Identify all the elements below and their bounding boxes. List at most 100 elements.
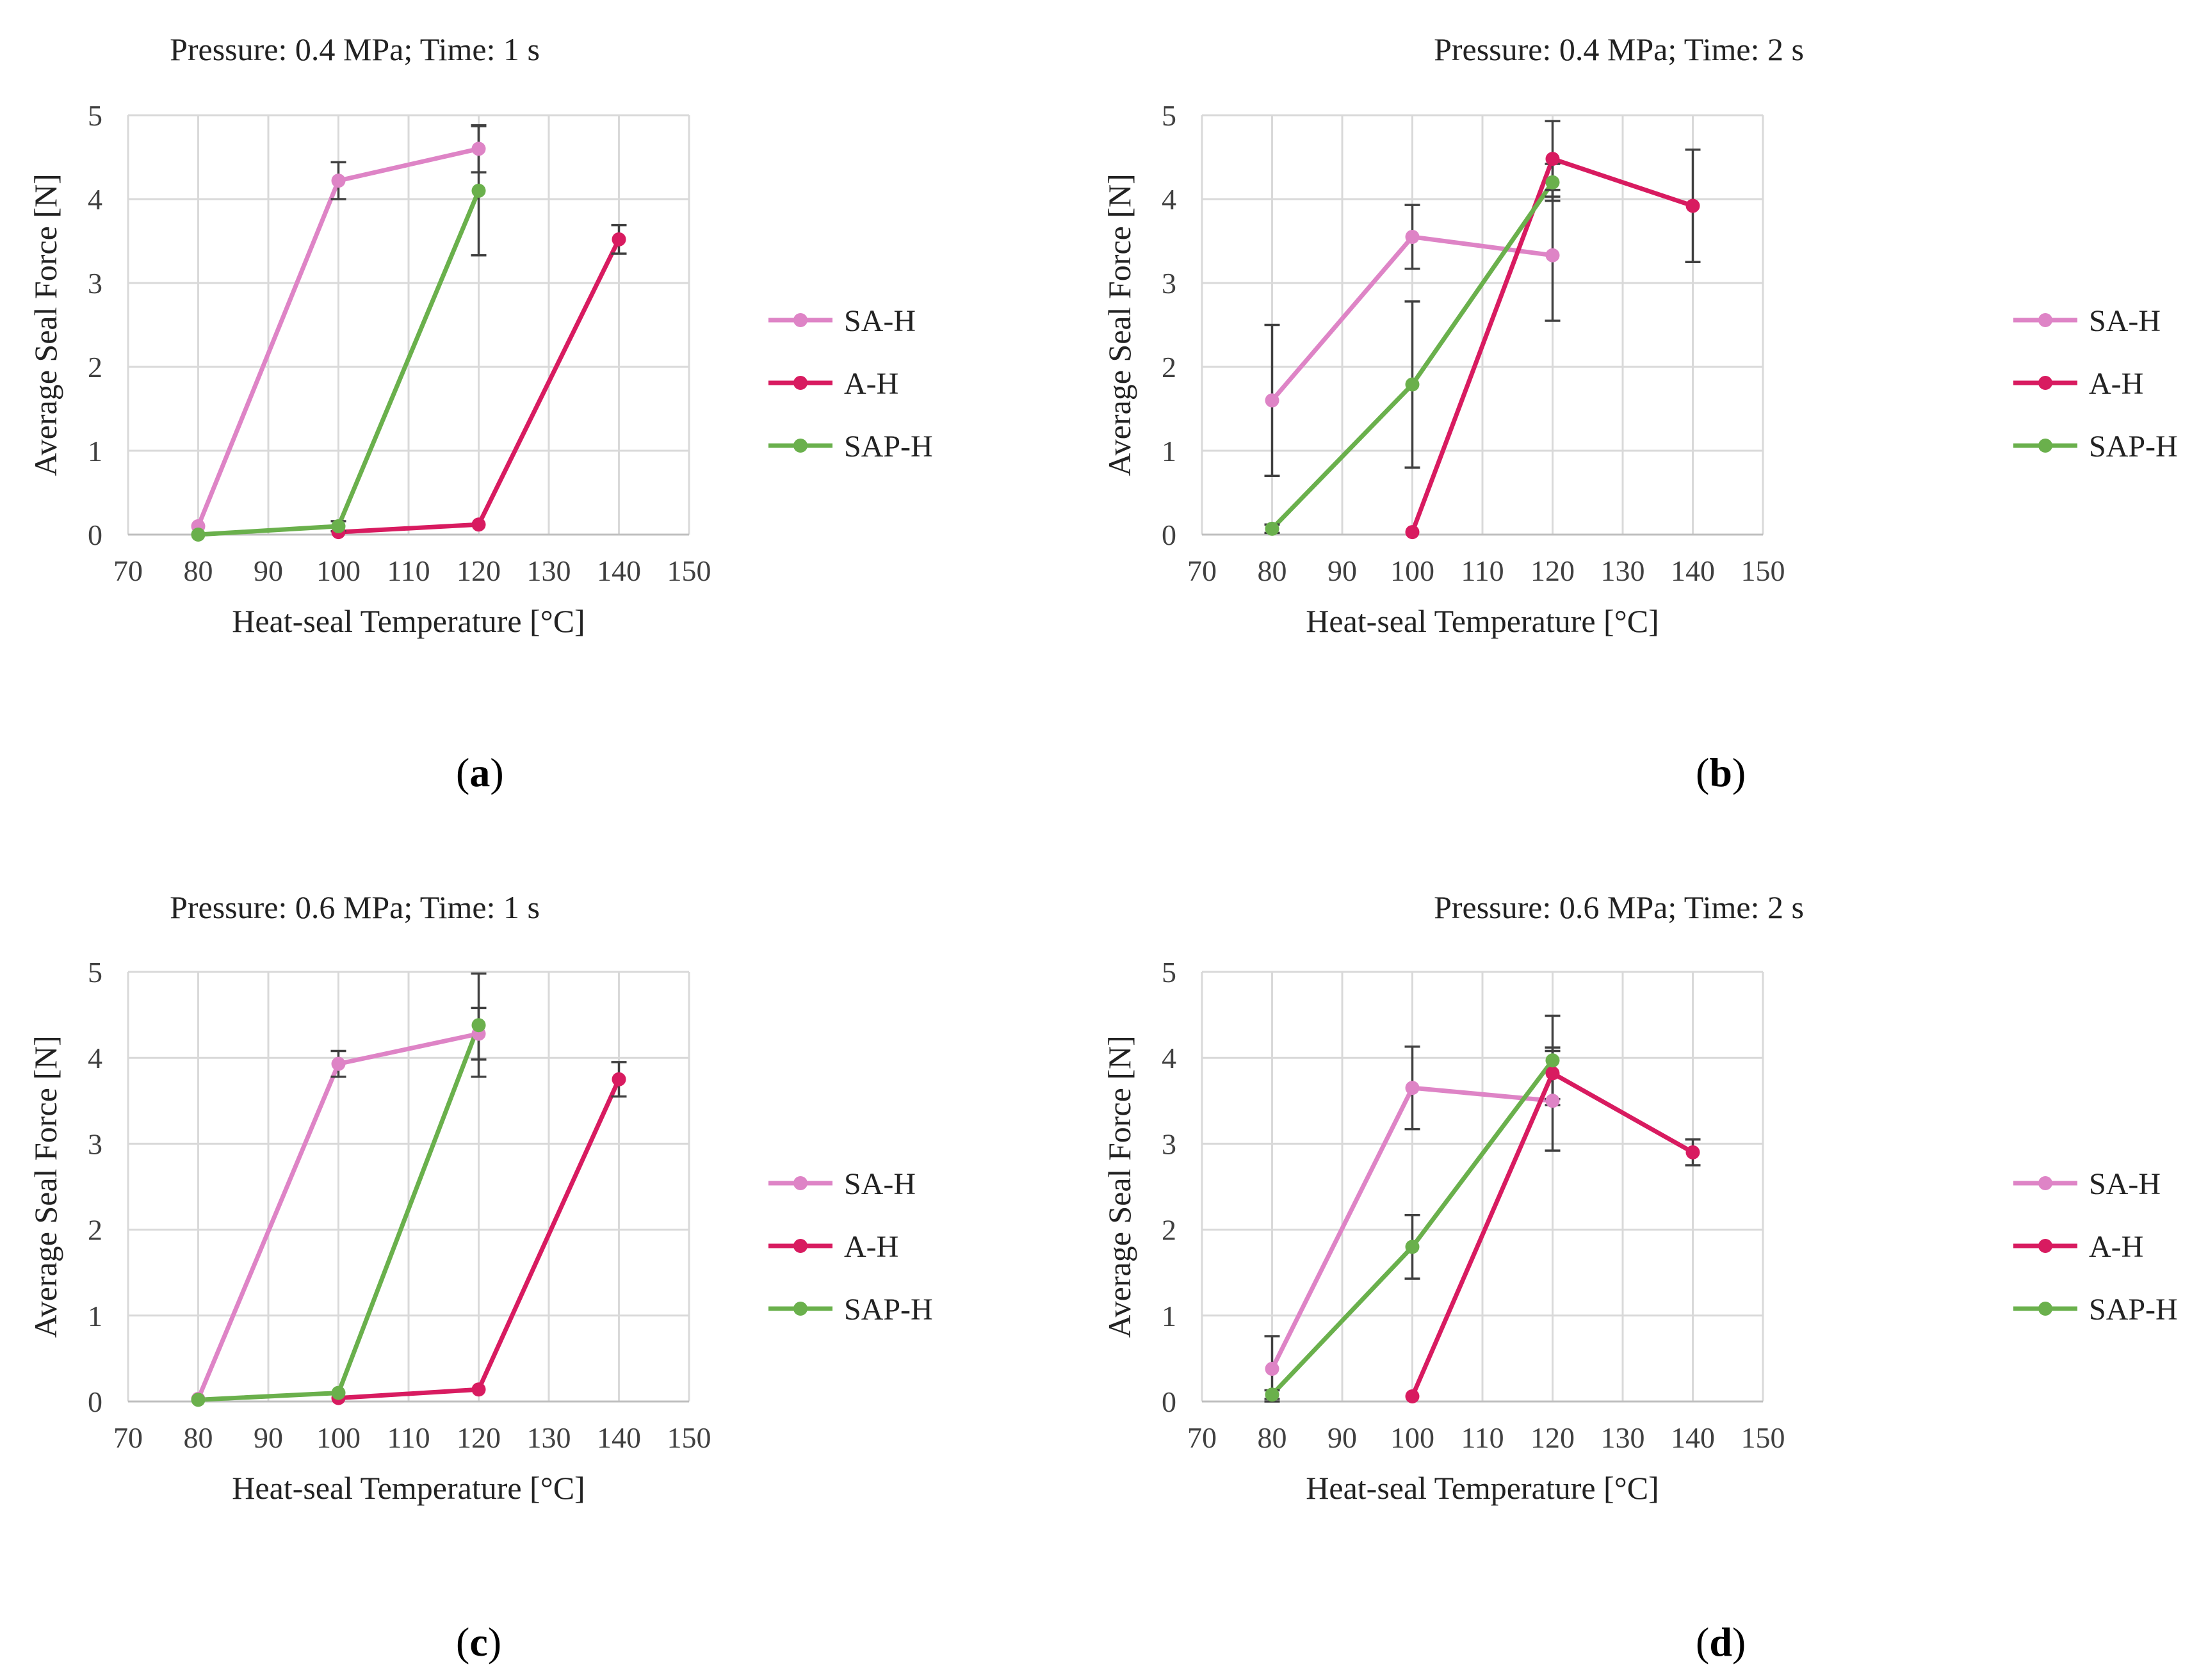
y-axis-label: Average Seal Force [N] <box>28 174 63 476</box>
y-tick-label: 0 <box>88 519 102 551</box>
x-tick-label: 150 <box>667 554 711 587</box>
x-tick-label: 130 <box>527 1421 571 1454</box>
data-point-sa-h <box>1405 1081 1420 1095</box>
data-point-sa-h <box>1545 1094 1560 1108</box>
x-tick-label: 110 <box>1461 1421 1504 1454</box>
legend-marker-a-h <box>2038 1239 2052 1253</box>
x-tick-label: 130 <box>1601 554 1645 587</box>
legend-marker-sap-h <box>2038 439 2052 453</box>
y-tick-label: 3 <box>88 267 102 300</box>
x-tick-label: 140 <box>597 1421 641 1454</box>
chart-title: Pressure: 0.6 MPa; Time: 1 s <box>170 889 540 925</box>
legend-label-a-h: A-H <box>2089 367 2143 401</box>
legend-marker-sa-h <box>2038 313 2052 327</box>
data-point-sap-h <box>471 183 486 198</box>
data-point-sa-h <box>1545 248 1560 262</box>
data-point-a-h <box>612 1072 626 1086</box>
x-tick-label: 90 <box>1327 1421 1357 1454</box>
y-tick-label: 2 <box>1162 1214 1176 1247</box>
y-tick-label: 3 <box>1162 267 1176 300</box>
x-tick-label: 100 <box>316 1421 361 1454</box>
x-tick-label: 130 <box>527 554 571 587</box>
data-point-a-h <box>1685 198 1700 213</box>
x-tick-label: 150 <box>1741 554 1785 587</box>
data-point-sap-h <box>331 519 346 533</box>
y-axis-label: Average Seal Force [N] <box>28 1035 63 1337</box>
y-tick-label: 3 <box>88 1127 102 1160</box>
data-point-a-h <box>1405 525 1420 540</box>
legend-label-sa-h: SA-H <box>2089 1167 2161 1201</box>
data-point-sap-h <box>191 1393 206 1407</box>
y-axis-label: Average Seal Force [N] <box>1104 174 1137 476</box>
x-tick-label: 150 <box>667 1421 711 1454</box>
y-tick-label: 4 <box>88 1042 102 1074</box>
caption-d: (d) <box>1696 1619 1746 1665</box>
y-tick-label: 2 <box>88 1214 102 1247</box>
data-point-sa-h <box>331 174 346 188</box>
y-tick-label: 5 <box>88 99 102 132</box>
x-tick-label: 150 <box>1741 1421 1785 1454</box>
y-tick-label: 4 <box>88 183 102 216</box>
x-axis-label: Heat-seal Temperature [°C] <box>232 1470 585 1506</box>
y-tick-label: 1 <box>88 1300 102 1332</box>
x-tick-label: 100 <box>1390 1421 1434 1454</box>
chart-panel-d: Pressure: 0.6 MPa; Time: 2 s 70 80 90 100 110… <box>1104 840 2208 1680</box>
x-tick-label: 90 <box>254 1421 283 1454</box>
data-point-a-h <box>1545 1066 1560 1081</box>
legend-marker-a-h <box>793 1239 808 1253</box>
legend-label-sap-h: SAP-H <box>2089 1293 2178 1327</box>
x-tick-label: 70 <box>113 554 143 587</box>
x-axis-label: Heat-seal Temperature [°C] <box>1306 603 1659 639</box>
data-point-sap-h <box>471 1018 486 1033</box>
legend-label-sap-h: SAP-H <box>844 1293 933 1327</box>
chart-title: Pressure: 0.4 MPa; Time: 2 s <box>1434 31 1804 67</box>
x-tick-label: 110 <box>1461 554 1504 587</box>
x-tick-label: 80 <box>1258 1421 1287 1454</box>
y-tick-label: 1 <box>1162 435 1176 467</box>
legend-marker-sap-h <box>793 1302 808 1316</box>
x-tick-label: 80 <box>184 554 213 587</box>
x-tick-label: 100 <box>316 554 361 587</box>
legend-label-a-h: A-H <box>844 367 898 401</box>
data-point-a-h <box>471 517 486 532</box>
legend-marker-sap-h <box>2038 1302 2052 1316</box>
chart-b-svg: Pressure: 0.4 MPa; Time: 2 s 70 80 90 100 110… <box>1104 31 2178 639</box>
chart-title: Pressure: 0.6 MPa; Time: 2 s <box>1434 889 1804 925</box>
y-tick-label: 5 <box>1162 956 1176 989</box>
legend-marker-sa-h <box>793 1176 808 1190</box>
data-point-a-h <box>1405 1389 1420 1403</box>
chart-a-svg: Pressure: 0.4 MPa; Time: 1 s 70 80 90 100 110… <box>28 31 933 639</box>
x-tick-label: 70 <box>1187 554 1217 587</box>
legend-label-sa-h: SA-H <box>844 304 916 338</box>
x-axis-label: Heat-seal Temperature [°C] <box>232 603 585 639</box>
legend-label-a-h: A-H <box>844 1230 898 1264</box>
chart-c-svg: Pressure: 0.6 MPa; Time: 1 s 70 80 90 100 110… <box>28 889 933 1506</box>
y-tick-label: 5 <box>88 956 102 989</box>
data-point-sap-h <box>1405 1240 1420 1254</box>
x-tick-label: 70 <box>113 1421 143 1454</box>
legend-label-a-h: A-H <box>2089 1230 2143 1264</box>
x-tick-label: 70 <box>1187 1421 1217 1454</box>
data-point-sa-h <box>471 141 486 156</box>
data-point-sap-h <box>331 1385 346 1400</box>
y-tick-label: 4 <box>1162 183 1176 216</box>
legend-marker-a-h <box>2038 376 2052 390</box>
data-point-a-h <box>612 232 626 246</box>
x-tick-label: 90 <box>1327 554 1357 587</box>
legend-marker-a-h <box>793 376 808 390</box>
y-tick-label: 0 <box>1162 519 1176 551</box>
data-point-sap-h <box>1545 1053 1560 1068</box>
x-tick-label: 80 <box>184 1421 213 1454</box>
y-axis-label: Average Seal Force [N] <box>1104 1035 1137 1337</box>
data-point-a-h <box>471 1382 486 1397</box>
x-tick-label: 140 <box>1671 1421 1715 1454</box>
data-point-sap-h <box>1405 377 1420 392</box>
x-tick-label: 130 <box>1601 1421 1645 1454</box>
y-tick-label: 1 <box>1162 1300 1176 1332</box>
legend-marker-sa-h <box>793 313 808 327</box>
x-tick-label: 120 <box>1530 554 1575 587</box>
chart-title: Pressure: 0.4 MPa; Time: 1 s <box>170 31 540 67</box>
caption-c: (c) <box>456 1619 502 1665</box>
x-tick-label: 80 <box>1258 554 1287 587</box>
caption-b: (b) <box>1696 750 1746 795</box>
